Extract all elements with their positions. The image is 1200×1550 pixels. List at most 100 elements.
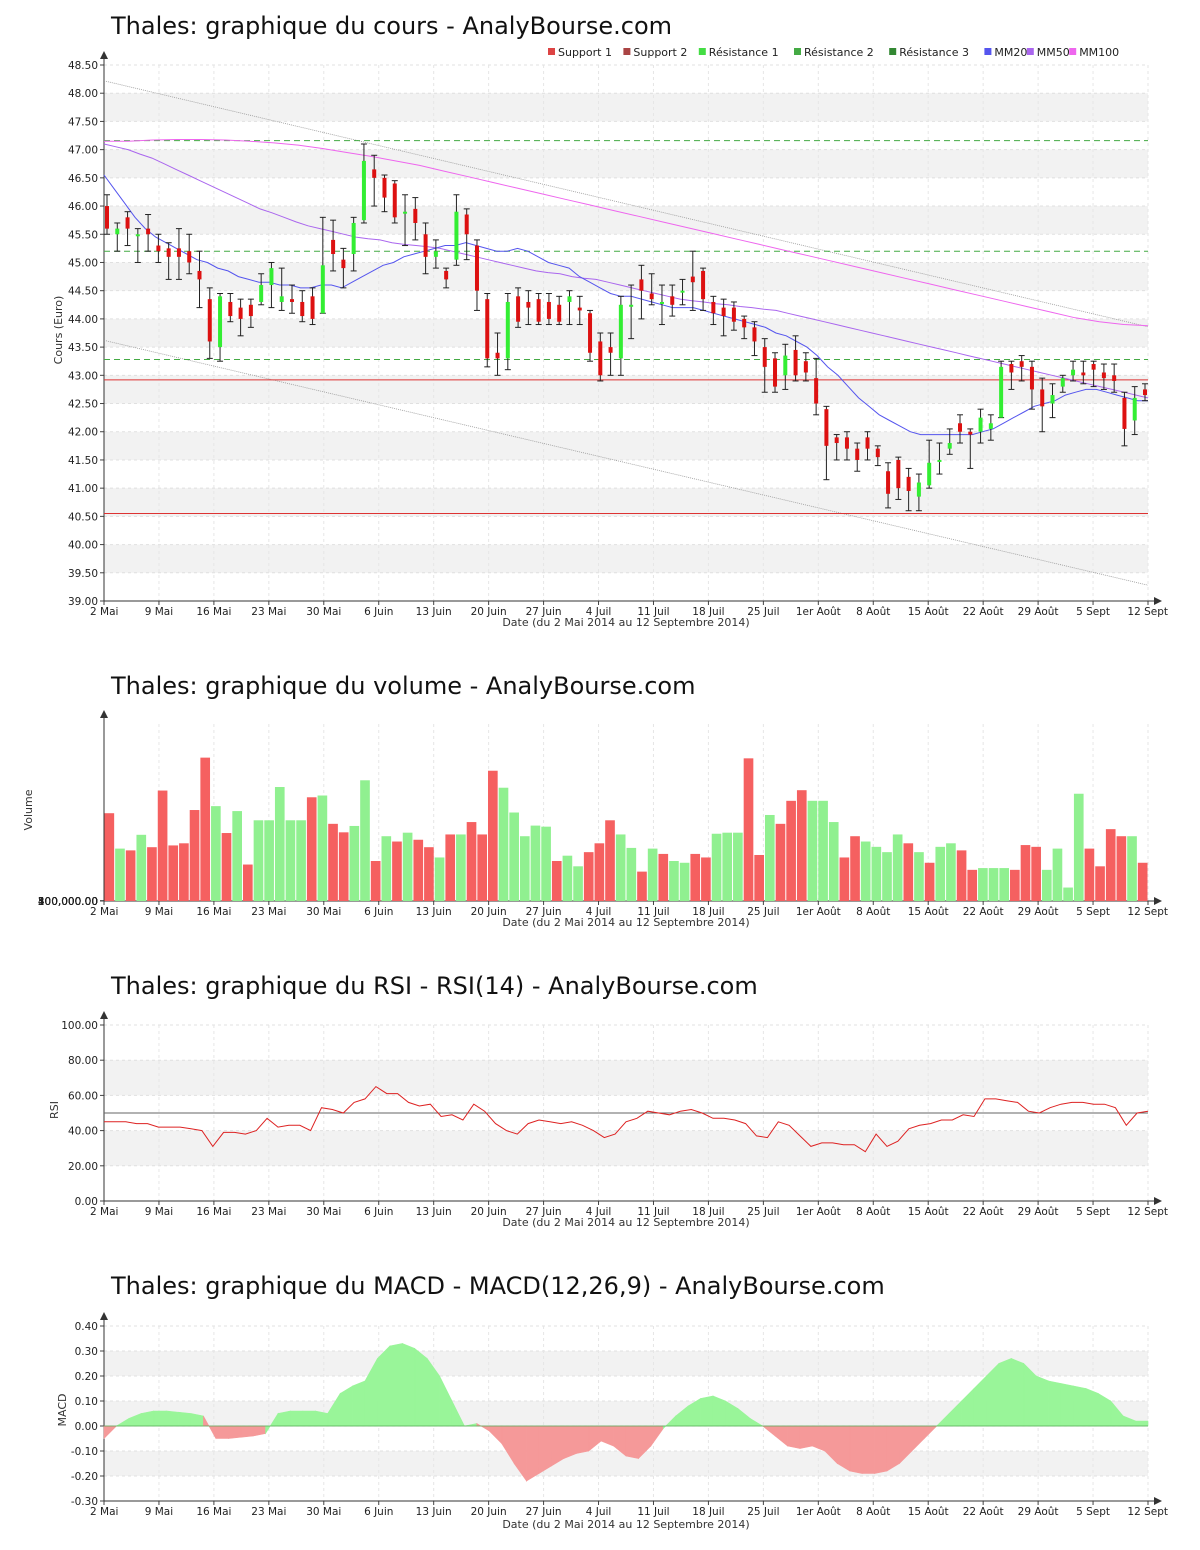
macd-xtick-label: 4 Juil (586, 1506, 612, 1518)
rsi-chart: 0.00 20.00 40.00 60.00 80.00 100.00 2 Mai 9 Mai… (61, 1011, 1168, 1218)
candle-body (495, 352, 500, 359)
candle-body (176, 248, 181, 257)
macd-area-segment (700, 1395, 714, 1427)
volume-bar (1095, 866, 1105, 901)
candle-body (546, 301, 551, 319)
volume-bar (1052, 848, 1063, 901)
rsi-xtick-label: 16 Mai (196, 1206, 231, 1218)
volume-xtick-label: 25 Juil (747, 906, 779, 918)
candle-body (762, 347, 767, 367)
volume-bar (264, 820, 274, 901)
price-xtick-label: 18 Juil (692, 606, 724, 618)
price-xtick-label: 12 Sept (1127, 606, 1168, 618)
price-xtick-label: 30 Mai (306, 606, 341, 618)
volume-ytick-label: 0.00 (75, 896, 98, 908)
candle-body (742, 318, 747, 328)
macd-area-segment (761, 1425, 776, 1437)
volume-bar (221, 833, 232, 901)
candle-body (988, 423, 993, 429)
volume-bar (306, 797, 317, 901)
rsi-ytick-label: 20.00 (68, 1161, 98, 1173)
macd-xtick-label: 2 Mai (90, 1506, 118, 1518)
volume-bar (242, 864, 253, 901)
volume-bar (498, 787, 509, 901)
candle-body (372, 169, 377, 178)
volume-bar (935, 846, 946, 901)
candle-body (773, 358, 778, 387)
rsi-band (104, 1060, 1148, 1096)
candle-body (639, 279, 644, 291)
macd-area-segment (1135, 1420, 1149, 1427)
candle-body (279, 296, 284, 302)
macd-area-segment (874, 1425, 888, 1474)
candle-body (105, 206, 109, 229)
rsi-xtick-label: 5 Sept (1076, 1206, 1110, 1218)
candle-body (670, 296, 675, 305)
macd-area-segment (339, 1385, 353, 1427)
rsi-band (104, 1130, 1148, 1166)
volume-bar (1063, 887, 1073, 901)
candle-body (207, 299, 212, 342)
macd-xtick-label: 22 Août (963, 1506, 1004, 1518)
candle-body (567, 296, 572, 302)
volume-bar (488, 770, 498, 901)
macd-area-segment (1073, 1385, 1087, 1427)
volume-bar (764, 814, 775, 901)
rsi-xtick-label: 23 Mai (251, 1206, 286, 1218)
macd-xtick-label: 15 Août (908, 1506, 949, 1518)
rsi-xtick-label: 11 Juil (637, 1206, 669, 1218)
macd-xtick-label: 1er Août (796, 1506, 841, 1518)
rsi-xtick-label: 2 Mai (90, 1206, 118, 1218)
candle-body (382, 177, 387, 198)
rsi-ytick-label: 40.00 (68, 1126, 98, 1138)
candle-body (1091, 364, 1096, 370)
rsi-chart-title: Thales: graphique du RSI - RSI(14) - Ana… (110, 972, 758, 1000)
volume-bar (136, 834, 147, 901)
price-ytick-label: 47.50 (68, 116, 98, 128)
price-ytick-label: 46.50 (68, 173, 98, 185)
macd-area-segment (190, 1413, 204, 1427)
volume-bar (434, 857, 445, 901)
volume-bar (338, 832, 349, 901)
volume-bar (1073, 793, 1084, 901)
price-xtick-label: 4 Juil (586, 606, 612, 618)
candle-body (947, 443, 952, 449)
price-ytick-label: 43.50 (68, 342, 98, 354)
macd-ylabel: MACD (56, 1394, 69, 1427)
candle-body (156, 245, 161, 252)
volume-bar (583, 852, 594, 901)
volume-bar (115, 848, 125, 901)
candle-body (855, 448, 860, 460)
macd-xtick-label: 18 Juil (692, 1506, 724, 1518)
macd-chart: -0.30 -0.20 -0.10 0.00 0.10 0.20 0.30 0.40 2 Mai… (71, 1312, 1168, 1518)
volume-bar (850, 836, 860, 901)
candle-body (320, 265, 325, 314)
legend-label: Résistance 3 (899, 46, 969, 59)
candle-body (125, 217, 130, 229)
macd-area-segment (277, 1410, 291, 1427)
volume-bar (317, 795, 328, 901)
volume-bar (466, 822, 477, 901)
candle-body (1122, 397, 1127, 429)
volume-ytick-label: 400,000.00 (38, 896, 98, 908)
rsi-ylabel: RSI (48, 1101, 61, 1119)
volume-xtick-label: 23 Mai (251, 906, 286, 918)
candle-body (248, 304, 253, 317)
macd-area-segment (787, 1425, 801, 1449)
volume-bar (978, 868, 988, 901)
volume-xtick-label: 6 Juin (364, 906, 393, 918)
candle-body (588, 313, 593, 353)
candle-body (958, 423, 963, 432)
volume-bar (999, 868, 1010, 901)
candle-body (433, 251, 438, 257)
price-ylabel: Cours (Euro) (52, 296, 65, 365)
volume-bar (211, 806, 221, 901)
candle-body (886, 471, 891, 494)
volume-xtick-label: 13 Juin (416, 906, 452, 918)
candle-body (629, 304, 634, 307)
macd-area-segment (588, 1425, 602, 1452)
price-ytick-label: 44.00 (68, 314, 98, 326)
macd-area-segment (165, 1410, 179, 1427)
rsi-xtick-label: 15 Août (908, 1206, 949, 1218)
mm100-line (104, 139, 1149, 327)
